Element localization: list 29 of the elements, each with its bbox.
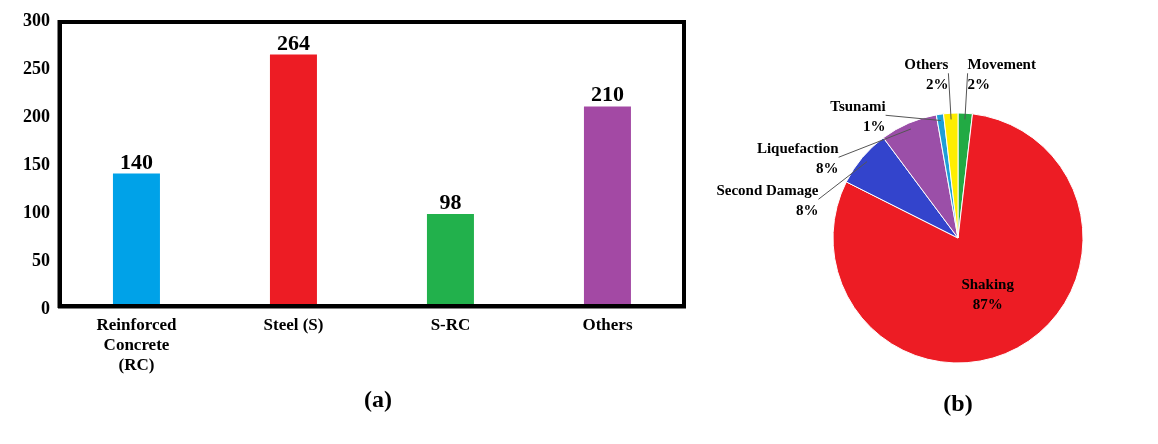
y-tick-label: 50 — [32, 250, 50, 271]
data-label: 87% — [972, 296, 1003, 313]
y-tick-label: 100 — [23, 202, 50, 223]
data-label: 2% — [967, 76, 991, 93]
y-tick-label: 0 — [41, 298, 50, 319]
x-tick-label: S-RC — [430, 315, 471, 334]
data-label: 8% — [816, 160, 839, 177]
y-tick-label: 300 — [23, 10, 50, 31]
x-tick-label: Others — [582, 315, 633, 334]
x-tick-label: Steel (S) — [263, 315, 324, 334]
data-label: 264 — [276, 29, 310, 55]
slice-label: Shaking — [961, 276, 1015, 293]
y-tick-label: 150 — [23, 154, 50, 175]
data-label: 98 — [439, 188, 462, 214]
data-label: 140 — [119, 148, 153, 174]
data-label: 2% — [925, 76, 949, 93]
x-tick-label: Reinforced Concrete (RC) — [96, 315, 178, 374]
data-label: 210 — [590, 81, 624, 107]
data-label: 1% — [863, 118, 886, 135]
slice-label: Movement — [967, 56, 1036, 73]
slice-label: Tsunami — [830, 98, 886, 115]
y-tick-label: 200 — [23, 106, 50, 127]
slice-label: Second Damage — [716, 182, 819, 199]
text: (a) — [363, 386, 393, 413]
text: (b) — [942, 390, 974, 417]
slice-label: Others — [904, 56, 949, 73]
data-label: 8% — [795, 202, 819, 219]
slice-label: Liquefaction — [756, 140, 840, 157]
y-tick-label: 250 — [23, 58, 50, 79]
